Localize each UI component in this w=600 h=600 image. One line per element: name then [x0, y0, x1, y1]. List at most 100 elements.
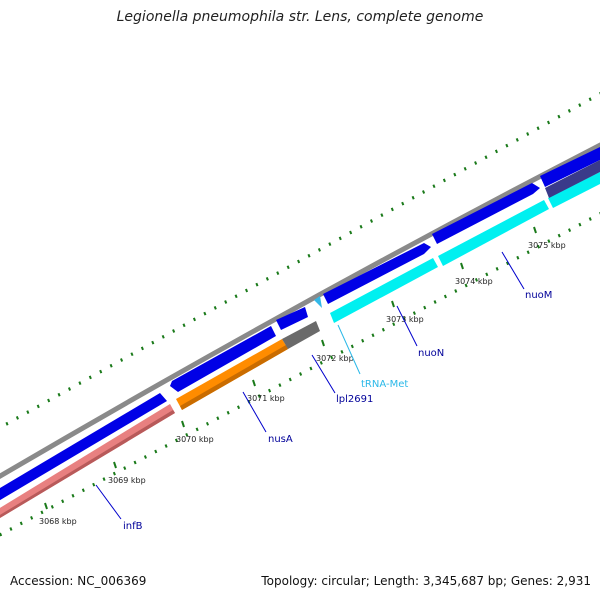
minor-tick	[432, 184, 436, 189]
dark-cds-feature[interactable]	[545, 160, 600, 198]
minor-tick	[442, 178, 446, 183]
minor-tick	[112, 471, 116, 476]
minor-tick	[443, 294, 447, 299]
minor-tick	[255, 282, 259, 287]
minor-tick	[109, 363, 113, 368]
minor-tick	[195, 427, 199, 432]
minor-tick	[349, 230, 353, 235]
nuoN-feature[interactable]	[330, 258, 438, 323]
gene-labels: infB nusA lpl2691 tRNA-Met nuoN nuoM	[95, 251, 552, 532]
gene-label-nusa[interactable]: nusA	[268, 434, 293, 445]
minor-tick	[268, 388, 272, 393]
minor-tick	[484, 155, 488, 160]
minor-tick	[192, 317, 196, 322]
cds-arrow[interactable]	[276, 307, 308, 330]
minor-tick	[330, 355, 334, 360]
gene-label-infb[interactable]: infB	[123, 521, 143, 532]
minor-tick	[278, 383, 282, 387]
minor-tick	[297, 259, 301, 264]
minor-tick	[71, 493, 75, 498]
minor-tick	[99, 369, 103, 374]
minor-tick	[578, 103, 582, 107]
scale-tick	[44, 502, 48, 510]
minor-tick	[319, 361, 323, 365]
scale-tick-label: 3072 kbp	[316, 354, 354, 363]
cds-arrow[interactable]	[0, 393, 167, 506]
minor-tick	[226, 410, 230, 415]
minor-tick	[123, 466, 127, 470]
minor-tick	[547, 120, 551, 125]
gene-label-trna-met[interactable]: tRNA-Met	[361, 379, 408, 390]
minor-tick	[47, 398, 51, 403]
cds-arrow[interactable]	[170, 326, 276, 392]
minor-tick	[133, 460, 137, 465]
gene-label-lpl2691[interactable]: lpl2691	[336, 394, 373, 405]
gene-label-leader	[95, 484, 122, 520]
cds-arrow[interactable]	[540, 147, 600, 187]
nuo-feature[interactable]	[548, 172, 600, 208]
cds-arrow[interactable]	[323, 243, 431, 304]
minor-tick	[526, 132, 530, 136]
minor-tick	[161, 334, 165, 339]
minor-tick	[495, 266, 499, 271]
minor-tick	[216, 416, 220, 421]
minor-tick	[463, 166, 467, 171]
minor-tick	[234, 294, 238, 299]
minor-tick	[485, 272, 489, 277]
feature-tracks	[0, 142, 600, 518]
gene-label-leader	[311, 354, 336, 394]
minor-tick	[381, 327, 385, 332]
scale-tick	[113, 461, 117, 469]
minor-tick	[505, 143, 509, 148]
minor-tick	[454, 289, 458, 293]
minor-tick	[526, 250, 530, 255]
minor-tick	[81, 488, 85, 493]
minor-tick	[174, 438, 178, 443]
minor-tick	[433, 300, 437, 304]
gene-label-nuom[interactable]: nuoM	[525, 290, 552, 301]
lpl2691-feature[interactable]	[282, 321, 320, 349]
infB-feature-shade	[0, 410, 175, 518]
map-title: Legionella pneumophila str. Lens, comple…	[116, 9, 484, 25]
minor-tick	[205, 421, 210, 426]
minor-tick	[257, 394, 261, 399]
cds-arrow[interactable]	[432, 183, 540, 244]
minor-tick	[369, 219, 374, 223]
minor-tick	[286, 265, 290, 270]
minor-tick	[185, 433, 189, 437]
minor-tick	[88, 375, 92, 380]
minor-tick	[307, 253, 311, 258]
minor-tick	[0, 532, 3, 537]
accession-text: Accession: NC_006369	[10, 574, 147, 588]
scale-tick-label: 3074 kbp	[455, 277, 493, 286]
minor-tick	[182, 323, 186, 328]
trna-met-feature[interactable]	[314, 296, 322, 308]
nuoM-feature[interactable]	[438, 200, 549, 266]
gene-label-nuon[interactable]: nuoN	[418, 348, 444, 359]
scale-tick-label: 3073 kbp	[386, 315, 424, 324]
minor-tick	[557, 114, 561, 119]
minor-tick	[412, 311, 416, 315]
minor-tick	[19, 521, 23, 526]
scale-tick	[460, 262, 464, 270]
minor-tick	[26, 410, 30, 414]
minor-tick	[78, 381, 82, 386]
minor-tick	[245, 288, 249, 293]
scale-tick-label: 3071 kbp	[247, 394, 285, 403]
minor-tick	[380, 213, 384, 218]
minor-tick	[557, 233, 561, 238]
minor-tick	[61, 499, 65, 504]
gene-label-leader	[337, 324, 361, 375]
minor-tick	[40, 510, 44, 515]
minor-tick	[102, 477, 106, 482]
minor-tick	[537, 244, 541, 249]
minor-tick	[567, 109, 571, 113]
minor-tick	[15, 416, 19, 420]
minor-tick	[50, 504, 54, 509]
minor-tick	[237, 405, 241, 410]
scale-tick-label: 3070 kbp	[176, 435, 214, 444]
minor-tick	[474, 278, 478, 282]
minor-tick	[359, 224, 363, 229]
